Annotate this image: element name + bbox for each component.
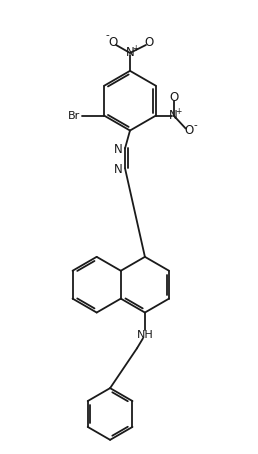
Text: O: O: [169, 91, 178, 104]
Text: -: -: [194, 121, 197, 131]
Text: N: N: [114, 143, 123, 156]
Text: +: +: [132, 44, 138, 54]
Text: O: O: [144, 35, 154, 49]
Text: +: +: [175, 107, 182, 116]
Text: -: -: [105, 30, 109, 40]
Text: NH: NH: [136, 331, 153, 340]
Text: O: O: [108, 35, 118, 49]
Text: N: N: [169, 109, 178, 122]
Text: Br: Br: [68, 111, 80, 121]
Text: N: N: [126, 46, 134, 59]
Text: O: O: [184, 124, 193, 137]
Text: N: N: [114, 163, 123, 176]
